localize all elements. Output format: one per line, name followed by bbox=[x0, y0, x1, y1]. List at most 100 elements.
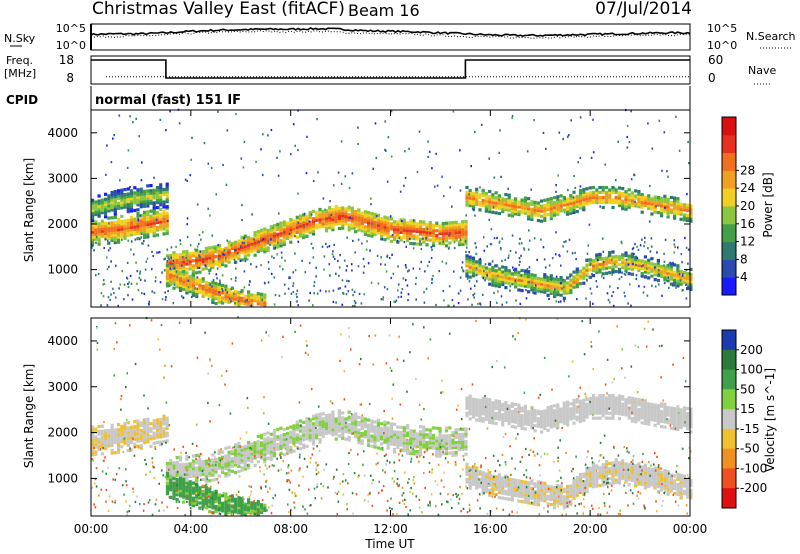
heatmap-cell bbox=[441, 221, 445, 226]
heatmap-cell bbox=[572, 200, 576, 204]
heatmap-cell bbox=[637, 197, 641, 201]
heatmap-cell bbox=[468, 201, 472, 205]
heatmap-cell bbox=[438, 454, 442, 458]
heatmap-cell bbox=[211, 511, 215, 515]
heatmap-cell bbox=[461, 222, 465, 226]
heatmap-cell bbox=[406, 226, 410, 230]
heatmap-cell bbox=[409, 449, 413, 453]
heatmap-cell bbox=[634, 265, 638, 269]
heatmap-cell bbox=[482, 277, 485, 280]
heatmap-cell bbox=[308, 231, 312, 235]
heatmap-cell bbox=[438, 442, 442, 446]
heatmap-cell bbox=[550, 278, 553, 282]
heatmap-cell bbox=[237, 252, 241, 256]
heatmap-cell bbox=[214, 492, 218, 496]
heatmap-cell bbox=[566, 423, 570, 427]
heatmap-cell bbox=[104, 234, 108, 238]
heatmap-cell bbox=[488, 195, 492, 199]
heatmap-cell bbox=[373, 420, 377, 424]
heatmap-cell bbox=[466, 277, 469, 280]
heatmap-cell bbox=[198, 468, 202, 472]
heatmap-cell bbox=[630, 399, 634, 403]
heatmap-cell bbox=[475, 403, 479, 407]
heatmap-cell bbox=[627, 416, 631, 420]
heatmap-cell bbox=[448, 246, 450, 249]
heatmap-cell bbox=[211, 285, 215, 289]
heatmap-cell bbox=[630, 191, 634, 195]
heatmap-cell bbox=[572, 403, 576, 408]
heatmap-cell bbox=[453, 304, 455, 307]
heatmap-cell bbox=[337, 209, 341, 213]
heatmap-cell bbox=[601, 399, 605, 403]
power-ytick-label: 3000 bbox=[47, 171, 78, 185]
heatmap-cell bbox=[110, 161, 113, 164]
heatmap-cell bbox=[504, 418, 508, 422]
heatmap-cell bbox=[540, 219, 544, 223]
heatmap-cell bbox=[412, 242, 416, 246]
heatmap-cell bbox=[94, 452, 98, 457]
heatmap-cell bbox=[235, 112, 237, 116]
heatmap-cell bbox=[221, 286, 225, 290]
frequency-line bbox=[91, 59, 690, 79]
heatmap-cell bbox=[198, 253, 202, 257]
heatmap-cell bbox=[211, 280, 215, 284]
heatmap-cell bbox=[182, 287, 186, 291]
heatmap-cell bbox=[100, 434, 104, 438]
heatmap-cell bbox=[367, 428, 371, 432]
heatmap-cell bbox=[637, 413, 641, 417]
heatmap-cell bbox=[624, 410, 628, 414]
heatmap-cell bbox=[507, 406, 511, 410]
heatmap-cell bbox=[302, 443, 306, 447]
heatmap-cell bbox=[431, 426, 436, 430]
heatmap-cell bbox=[263, 227, 267, 231]
heatmap-cell bbox=[370, 427, 374, 431]
heatmap-cell bbox=[256, 455, 260, 459]
heatmap-cell bbox=[113, 236, 117, 240]
heatmap-cell bbox=[211, 263, 215, 267]
heatmap-cell bbox=[465, 256, 469, 260]
heatmap-cell bbox=[126, 421, 130, 425]
heatmap-cell bbox=[438, 224, 442, 228]
heatmap-cell bbox=[383, 423, 387, 427]
heatmap-cell bbox=[120, 440, 124, 444]
heatmap-cell bbox=[585, 271, 589, 275]
heatmap-cell bbox=[344, 212, 348, 216]
heatmap-cell bbox=[217, 254, 221, 258]
heatmap-cell bbox=[94, 202, 98, 207]
heatmap-cell bbox=[282, 225, 286, 229]
heatmap-cell bbox=[267, 261, 270, 264]
heatmap-cell bbox=[647, 196, 651, 200]
heatmap-cell bbox=[159, 217, 163, 221]
heatmap-cell bbox=[384, 148, 386, 151]
heatmap-cell bbox=[582, 190, 586, 194]
heatmap-cell bbox=[271, 255, 273, 258]
heatmap-cell bbox=[553, 211, 557, 215]
heatmap-cell bbox=[272, 439, 277, 443]
heatmap-cell bbox=[461, 240, 465, 244]
heatmap-cell bbox=[113, 195, 117, 199]
heatmap-cell bbox=[175, 285, 179, 289]
heatmap-cell bbox=[419, 425, 423, 429]
heatmap-cell bbox=[637, 410, 641, 414]
heatmap-cell bbox=[354, 412, 358, 416]
heatmap-cell bbox=[386, 426, 390, 430]
heatmap-cell bbox=[601, 401, 605, 405]
heatmap-cell bbox=[318, 222, 322, 227]
heatmap-cell bbox=[282, 238, 286, 242]
heatmap-cell bbox=[556, 285, 560, 289]
heatmap-cell bbox=[640, 210, 644, 214]
heatmap-cell bbox=[549, 415, 553, 419]
heatmap-cell bbox=[627, 302, 629, 305]
heatmap-cell bbox=[295, 440, 299, 444]
heatmap-cell bbox=[201, 289, 205, 293]
heatmap-cell bbox=[481, 404, 485, 408]
heatmap-cell bbox=[302, 228, 306, 232]
heatmap-cell bbox=[647, 266, 651, 270]
heatmap-cell bbox=[464, 222, 468, 226]
heatmap-cell bbox=[120, 232, 124, 236]
heatmap-cell bbox=[253, 238, 257, 242]
heatmap-cell bbox=[224, 512, 228, 516]
heatmap-cell bbox=[318, 217, 322, 222]
heatmap-cell bbox=[357, 441, 361, 445]
heatmap-cell bbox=[178, 283, 183, 288]
